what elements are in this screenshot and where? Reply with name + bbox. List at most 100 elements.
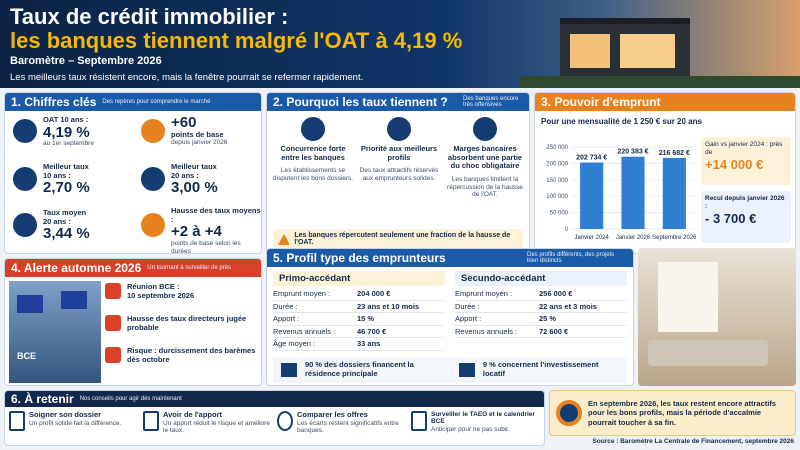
sofa	[648, 340, 768, 366]
decline-value: - 3 700 €	[705, 210, 757, 226]
source: Source : Baromètre La Centrale de Financ…	[592, 438, 794, 445]
alert-item: Réunion BCE :10 septembre 2026	[105, 282, 257, 315]
reason-text: Les banques limitent la répercussion de …	[447, 175, 523, 199]
tip-list: Soigner son dossier Un profil solide fait…	[9, 410, 541, 435]
tip: Surveiller le TAEG et le calendrier BCE A…	[411, 411, 541, 435]
y-tick-label: 100 000	[546, 194, 568, 200]
row: Durée : 23 ans et 10 mois	[273, 301, 445, 313]
y-tick-label: 0	[565, 227, 569, 233]
garden	[520, 76, 800, 88]
decline-callout: Recul depuis janvier 2026 : - 3 700 €	[701, 191, 791, 243]
profile-name: Primo-accédant	[273, 271, 445, 286]
icon	[9, 411, 25, 431]
header: Taux de crédit immobilier : les banques …	[0, 0, 800, 88]
tip-text: Un profil solide fait la différence.	[29, 419, 122, 427]
profile-table: Emprunt moyen : 204 000 € Durée : 23 ans e…	[273, 288, 445, 351]
tip-text: Anticiper pour ne pas subir.	[431, 425, 510, 433]
value: 15 %	[357, 314, 375, 323]
profile-table: Emprunt moyen : 256 000 € Durée : 22 ans e…	[455, 288, 627, 338]
reason: Concurrence forte entre les banques Les …	[271, 117, 355, 183]
icon	[277, 411, 293, 431]
bar	[580, 162, 604, 229]
tip-title: Soigner son dossier	[29, 410, 102, 419]
figure-detail: depuis janvier 2026	[171, 139, 228, 147]
decline-label: Recul depuis janvier 2026 :	[705, 195, 785, 210]
icon	[458, 363, 475, 377]
bce-photo: BCE	[9, 281, 101, 383]
figure-label: Hausse des taux moyens :	[171, 206, 261, 224]
gain-value: +14 000 €	[705, 156, 764, 172]
reason-footer: Les banques répercutent seulement une fr…	[273, 229, 523, 249]
alert-items: Réunion BCE :10 septembre 2026 Hausse de…	[105, 282, 257, 379]
key: Durée :	[273, 301, 298, 311]
section-header: 6. À retenir Nos conseils pour agir dès m…	[5, 391, 544, 407]
row: Emprunt moyen : 256 000 €	[455, 288, 627, 301]
window	[620, 34, 675, 68]
icon	[13, 119, 37, 143]
conclusion: En septembre 2026, les taux restent enco…	[549, 390, 796, 436]
value: 72 600 €	[539, 326, 569, 336]
row: Âge moyen : 33 ans	[273, 338, 445, 351]
tips: 6. À retenir Nos conseils pour agir dès m…	[4, 390, 545, 446]
figure-value: 2,70 %	[43, 179, 90, 197]
icon	[141, 213, 165, 237]
row: Durée : 22 ans et 3 mois	[455, 301, 627, 313]
reason-title: Marges bancaires absorbent une partie du…	[447, 144, 523, 171]
profile-name: Secundo-accédant	[455, 271, 627, 286]
alert-item: Risque : durcissement des barèmes dès oc…	[105, 346, 257, 379]
value: 22 ans et 3 mois	[539, 301, 597, 311]
figure-value: 3,00 %	[171, 179, 218, 197]
x-tick-label: Janvier 2026	[616, 235, 651, 241]
section-title: 6. À retenir	[11, 392, 74, 406]
y-tick-label: 250 000	[546, 145, 568, 151]
icon	[141, 119, 165, 143]
alert: 4. Alerte automne 2026 Un tournant à surv…	[4, 258, 262, 386]
figure: +60 points de base depuis janvier 2026	[171, 115, 259, 147]
chart-title: Pour une mensualité de 1 250 € sur 20 an…	[541, 117, 702, 126]
title-line: Taux de crédit immobilier :	[10, 4, 289, 29]
reason-text: Des taux attractifs réservés aux emprunt…	[359, 167, 439, 183]
figure-value: +60	[171, 114, 197, 131]
profile: Primo-accédant Emprunt moyen : 204 000 € …	[273, 271, 445, 351]
figure: Meilleur taux 10 ans : 2,70 %	[43, 162, 135, 197]
section-header: 5. Profil type des emprunteurs Des profil…	[267, 249, 633, 267]
alert-label: Risque : durcissement des barèmes dès oc…	[127, 346, 256, 364]
section-note: Nos conseils pour agir dès maintenant	[79, 396, 182, 402]
value: 25 %	[539, 314, 557, 323]
bar	[662, 157, 686, 229]
alert-value: 10 septembre 2026	[127, 290, 195, 300]
reason: Marges bancaires absorbent une partie du…	[443, 117, 527, 199]
reason: Priorité aux meilleurs profils Des taux …	[357, 117, 441, 183]
tip-text: Un apport réduit le risque et améliore l…	[163, 419, 270, 435]
flag	[17, 295, 43, 313]
profile: Secundo-accédant Emprunt moyen : 256 000 …	[455, 271, 627, 338]
title-line: les banques tiennent malgré l'OAT à 4,19…	[10, 28, 463, 53]
icon	[105, 315, 121, 331]
key: Apport :	[455, 314, 482, 323]
subtitle: Baromètre – Septembre 2026	[10, 55, 162, 67]
icon	[281, 363, 297, 377]
figure-value: 4,19 %	[43, 123, 90, 141]
icon	[105, 347, 121, 363]
icon	[143, 411, 159, 431]
key: Emprunt moyen :	[273, 289, 331, 298]
tip-title: Comparer les offres	[297, 410, 368, 419]
target-icon	[556, 400, 582, 426]
window	[658, 262, 718, 332]
icon	[141, 167, 165, 191]
tagline: Les meilleurs taux résistent encore, mai…	[10, 72, 364, 83]
borrowing: 3. Pouvoir d'emprunt Pour une mensualité…	[534, 92, 796, 254]
flag	[61, 291, 87, 309]
alert-label: Réunion BCE :	[127, 282, 180, 291]
key: Durée :	[455, 301, 480, 311]
section-title: 1. Chiffres clés	[11, 95, 97, 109]
living-room-photo	[638, 248, 796, 386]
figure-label: points de base	[171, 129, 224, 139]
figure-value: 3,44 %	[43, 225, 90, 243]
warning-icon	[278, 233, 290, 245]
conclusion-text: En septembre 2026, les taux restent enco…	[588, 398, 776, 427]
section-header: 1. Chiffres clés Des repères pour compren…	[5, 93, 261, 111]
y-tick-label: 200 000	[546, 161, 568, 167]
icon	[301, 117, 325, 141]
section-header: 2. Pourquoi les taux tiennent ? Des banqu…	[267, 93, 529, 111]
